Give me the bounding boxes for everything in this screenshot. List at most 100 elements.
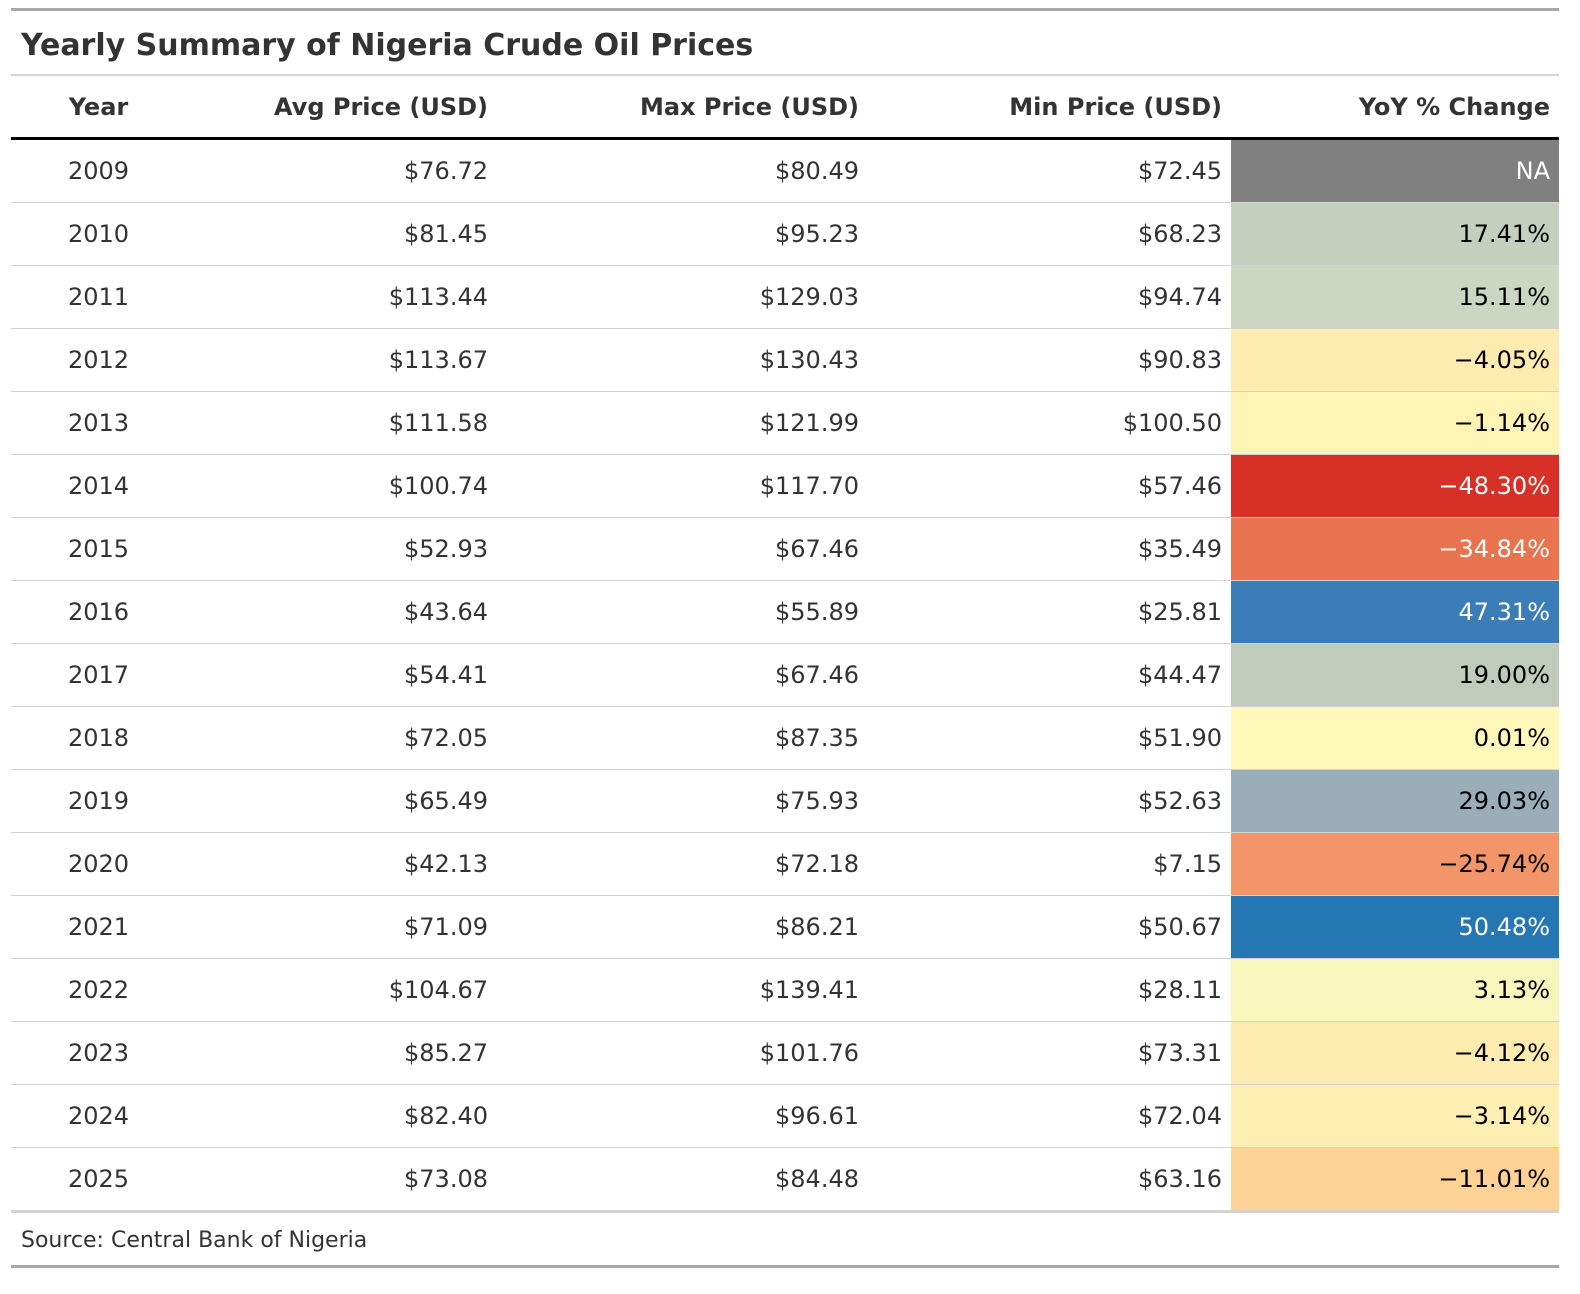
min-price-cell: $7.15 <box>868 832 1231 896</box>
min-price-cell: $44.47 <box>868 643 1231 707</box>
table-row: 2017 $54.41 $67.46 $44.47 19.00% <box>11 643 1559 707</box>
yoy-change-cell: 15.11% <box>1231 265 1559 329</box>
max-price-cell: $55.89 <box>497 580 868 644</box>
max-price-cell: $87.35 <box>497 706 868 770</box>
max-price-cell: $130.43 <box>497 328 868 392</box>
column-header-max-price: Max Price (USD) <box>497 76 868 140</box>
min-price-cell: $35.49 <box>868 517 1231 581</box>
yoy-change-cell: −34.84% <box>1231 517 1559 581</box>
table-row: 2022 $104.67 $139.41 $28.11 3.13% <box>11 958 1559 1022</box>
max-price-cell: $86.21 <box>497 895 868 959</box>
max-price-cell: $80.49 <box>497 138 868 203</box>
table-row: 2010 $81.45 $95.23 $68.23 17.41% <box>11 202 1559 266</box>
yoy-change-cell: 17.41% <box>1231 202 1559 266</box>
table-row: 2011 $113.44 $129.03 $94.74 15.11% <box>11 265 1559 329</box>
yoy-change-cell: −1.14% <box>1231 391 1559 455</box>
yoy-change-cell: −4.05% <box>1231 328 1559 392</box>
max-price-cell: $95.23 <box>497 202 868 266</box>
table-row: 2025 $73.08 $84.48 $63.16 −11.01% <box>11 1147 1559 1213</box>
year-cell: 2010 <box>11 202 186 266</box>
min-price-cell: $51.90 <box>868 706 1231 770</box>
max-price-cell: $96.61 <box>497 1084 868 1148</box>
top-rule <box>11 8 1559 11</box>
max-price-cell: $117.70 <box>497 454 868 518</box>
table-row: 2013 $111.58 $121.99 $100.50 −1.14% <box>11 391 1559 455</box>
max-price-cell: $101.76 <box>497 1021 868 1085</box>
table-row: 2015 $52.93 $67.46 $35.49 −34.84% <box>11 517 1559 581</box>
max-price-cell: $67.46 <box>497 643 868 707</box>
min-price-cell: $50.67 <box>868 895 1231 959</box>
table-row: 2021 $71.09 $86.21 $50.67 50.48% <box>11 895 1559 959</box>
table-title: Yearly Summary of Nigeria Crude Oil Pric… <box>11 11 1559 76</box>
column-header-yoy-change: YoY % Change <box>1231 76 1559 140</box>
year-cell: 2021 <box>11 895 186 959</box>
max-price-cell: $84.48 <box>497 1147 868 1213</box>
avg-price-cell: $104.67 <box>186 958 497 1022</box>
table-row: 2019 $65.49 $75.93 $52.63 29.03% <box>11 769 1559 833</box>
table-row: 2024 $82.40 $96.61 $72.04 −3.14% <box>11 1084 1559 1148</box>
avg-price-cell: $76.72 <box>186 138 497 203</box>
yoy-change-cell: −48.30% <box>1231 454 1559 518</box>
year-cell: 2018 <box>11 706 186 770</box>
column-header-year: Year <box>11 76 186 140</box>
min-price-cell: $72.04 <box>868 1084 1231 1148</box>
max-price-cell: $67.46 <box>497 517 868 581</box>
table-row: 2018 $72.05 $87.35 $51.90 0.01% <box>11 706 1559 770</box>
max-price-cell: $121.99 <box>497 391 868 455</box>
max-price-cell: $129.03 <box>497 265 868 329</box>
summary-table: Year Avg Price (USD) Max Price (USD) Min… <box>11 76 1559 1213</box>
avg-price-cell: $54.41 <box>186 643 497 707</box>
yoy-change-cell: 19.00% <box>1231 643 1559 707</box>
avg-price-cell: $72.05 <box>186 706 497 770</box>
year-cell: 2015 <box>11 517 186 581</box>
yoy-change-cell: −3.14% <box>1231 1084 1559 1148</box>
year-cell: 2022 <box>11 958 186 1022</box>
yoy-change-cell: 50.48% <box>1231 895 1559 959</box>
min-price-cell: $73.31 <box>868 1021 1231 1085</box>
year-cell: 2013 <box>11 391 186 455</box>
min-price-cell: $28.11 <box>868 958 1231 1022</box>
yoy-change-cell: 47.31% <box>1231 580 1559 644</box>
yoy-change-cell: 0.01% <box>1231 706 1559 770</box>
avg-price-cell: $113.44 <box>186 265 497 329</box>
column-header-min-price: Min Price (USD) <box>868 76 1231 140</box>
avg-price-cell: $43.64 <box>186 580 497 644</box>
avg-price-cell: $81.45 <box>186 202 497 266</box>
avg-price-cell: $85.27 <box>186 1021 497 1085</box>
table-row: 2020 $42.13 $72.18 $7.15 −25.74% <box>11 832 1559 896</box>
yoy-change-cell: 3.13% <box>1231 958 1559 1022</box>
yoy-change-cell: −11.01% <box>1231 1147 1559 1213</box>
year-cell: 2019 <box>11 769 186 833</box>
summary-table-container: Yearly Summary of Nigeria Crude Oil Pric… <box>11 8 1559 1268</box>
avg-price-cell: $71.09 <box>186 895 497 959</box>
source-note: Source: Central Bank of Nigeria <box>11 1213 1559 1268</box>
table-row: 2012 $113.67 $130.43 $90.83 −4.05% <box>11 328 1559 392</box>
min-price-cell: $90.83 <box>868 328 1231 392</box>
avg-price-cell: $52.93 <box>186 517 497 581</box>
year-cell: 2025 <box>11 1147 186 1213</box>
min-price-cell: $94.74 <box>868 265 1231 329</box>
min-price-cell: $57.46 <box>868 454 1231 518</box>
avg-price-cell: $113.67 <box>186 328 497 392</box>
year-cell: 2009 <box>11 138 186 203</box>
yoy-change-cell: −4.12% <box>1231 1021 1559 1085</box>
avg-price-cell: $73.08 <box>186 1147 497 1213</box>
avg-price-cell: $65.49 <box>186 769 497 833</box>
table-row: 2016 $43.64 $55.89 $25.81 47.31% <box>11 580 1559 644</box>
avg-price-cell: $42.13 <box>186 832 497 896</box>
min-price-cell: $25.81 <box>868 580 1231 644</box>
yoy-change-cell: 29.03% <box>1231 769 1559 833</box>
min-price-cell: $63.16 <box>868 1147 1231 1213</box>
year-cell: 2016 <box>11 580 186 644</box>
avg-price-cell: $82.40 <box>186 1084 497 1148</box>
year-cell: 2014 <box>11 454 186 518</box>
max-price-cell: $72.18 <box>497 832 868 896</box>
year-cell: 2017 <box>11 643 186 707</box>
header-row: Year Avg Price (USD) Max Price (USD) Min… <box>11 76 1559 140</box>
min-price-cell: $68.23 <box>868 202 1231 266</box>
min-price-cell: $52.63 <box>868 769 1231 833</box>
year-cell: 2011 <box>11 265 186 329</box>
year-cell: 2024 <box>11 1084 186 1148</box>
table-body: 2009 $76.72 $80.49 $72.45 NA 2010 $81.45 $95.23… <box>11 138 1559 1213</box>
avg-price-cell: $100.74 <box>186 454 497 518</box>
